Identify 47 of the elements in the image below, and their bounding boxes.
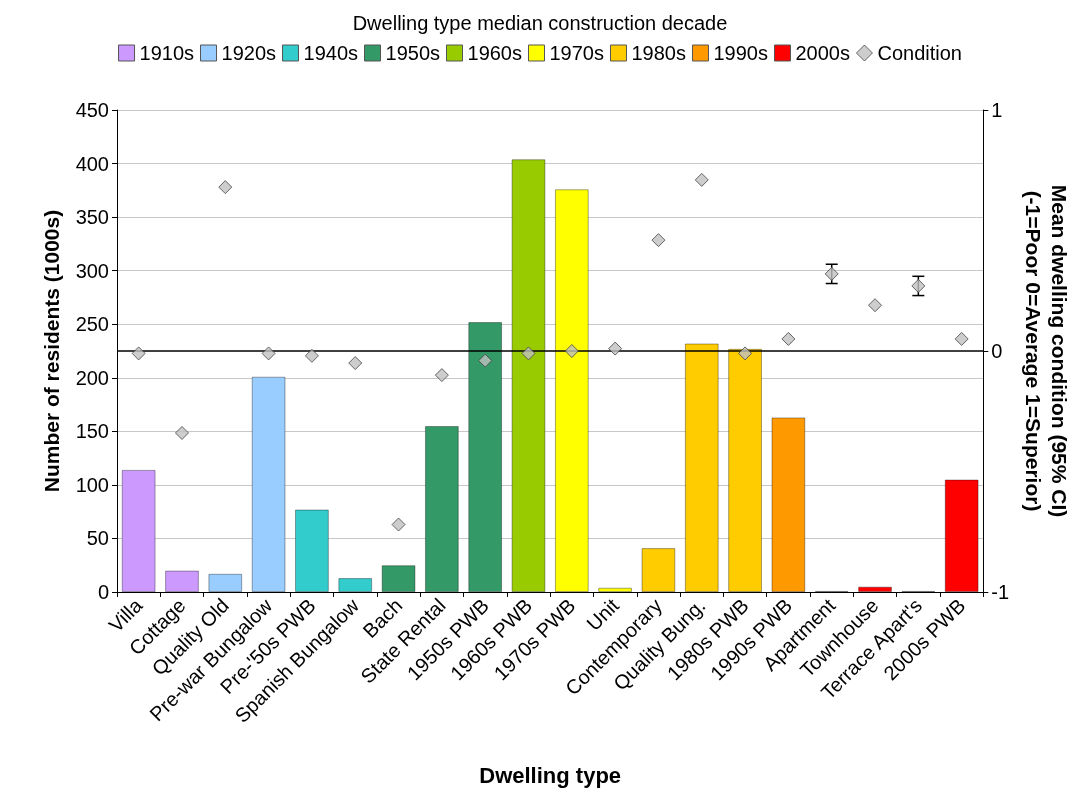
- y-tick-label: 100: [75, 473, 109, 496]
- point: [738, 346, 753, 361]
- y-tick-label: 400: [75, 152, 109, 175]
- point: [478, 353, 493, 368]
- x-axis-title: Dwelling type: [479, 762, 622, 788]
- point: [521, 346, 536, 361]
- y2-tick-label: -1: [991, 581, 1010, 603]
- y2-axis-title: Mean dwelling condition (95% CI) (-1=Poor 0=Average 1=Superior): [1021, 184, 1071, 518]
- point: [391, 517, 406, 532]
- point: [131, 346, 146, 361]
- y-tick-label: 0: [97, 581, 109, 603]
- legend-title: Dwelling type median construction decade: [352, 12, 728, 34]
- legend-label: 1920s: [221, 42, 277, 64]
- point: [608, 341, 623, 356]
- point: [304, 348, 319, 363]
- point: [694, 172, 709, 187]
- legend-label: 1940s: [303, 42, 359, 64]
- y-tick-label: 350: [75, 206, 109, 229]
- y-tick-label: 150: [75, 420, 109, 443]
- y2-tick-label: 1: [991, 99, 1003, 121]
- legend-label: 1950s: [385, 42, 441, 64]
- point: [434, 368, 449, 383]
- point: [348, 356, 363, 371]
- point: [564, 344, 579, 358]
- point: [781, 331, 796, 346]
- legend-label: 2000s: [795, 42, 850, 64]
- y-tick-label: 200: [75, 366, 109, 389]
- y-axis-title: Number of residents (1000s): [40, 209, 64, 493]
- legend-label: 1980s: [631, 42, 686, 64]
- y-tick-label: 450: [75, 99, 109, 121]
- y-tick-label: 250: [75, 313, 109, 336]
- point: [261, 346, 276, 361]
- y2-tick-label: 0: [991, 340, 1003, 362]
- legend-label: 1960s: [467, 42, 522, 64]
- legend-label: Condition: [877, 42, 962, 64]
- y-tick-label: 300: [75, 259, 109, 282]
- point: [911, 278, 926, 293]
- point: [174, 425, 189, 440]
- point: [954, 331, 969, 346]
- legend-label: 1990s: [713, 42, 768, 64]
- y-tick-label: 50: [86, 527, 109, 550]
- legend-label: 1910s: [139, 42, 195, 64]
- point: [824, 266, 839, 281]
- legend-label: 1970s: [549, 42, 604, 64]
- point: [651, 233, 666, 248]
- point: [218, 180, 233, 195]
- point: [868, 298, 883, 313]
